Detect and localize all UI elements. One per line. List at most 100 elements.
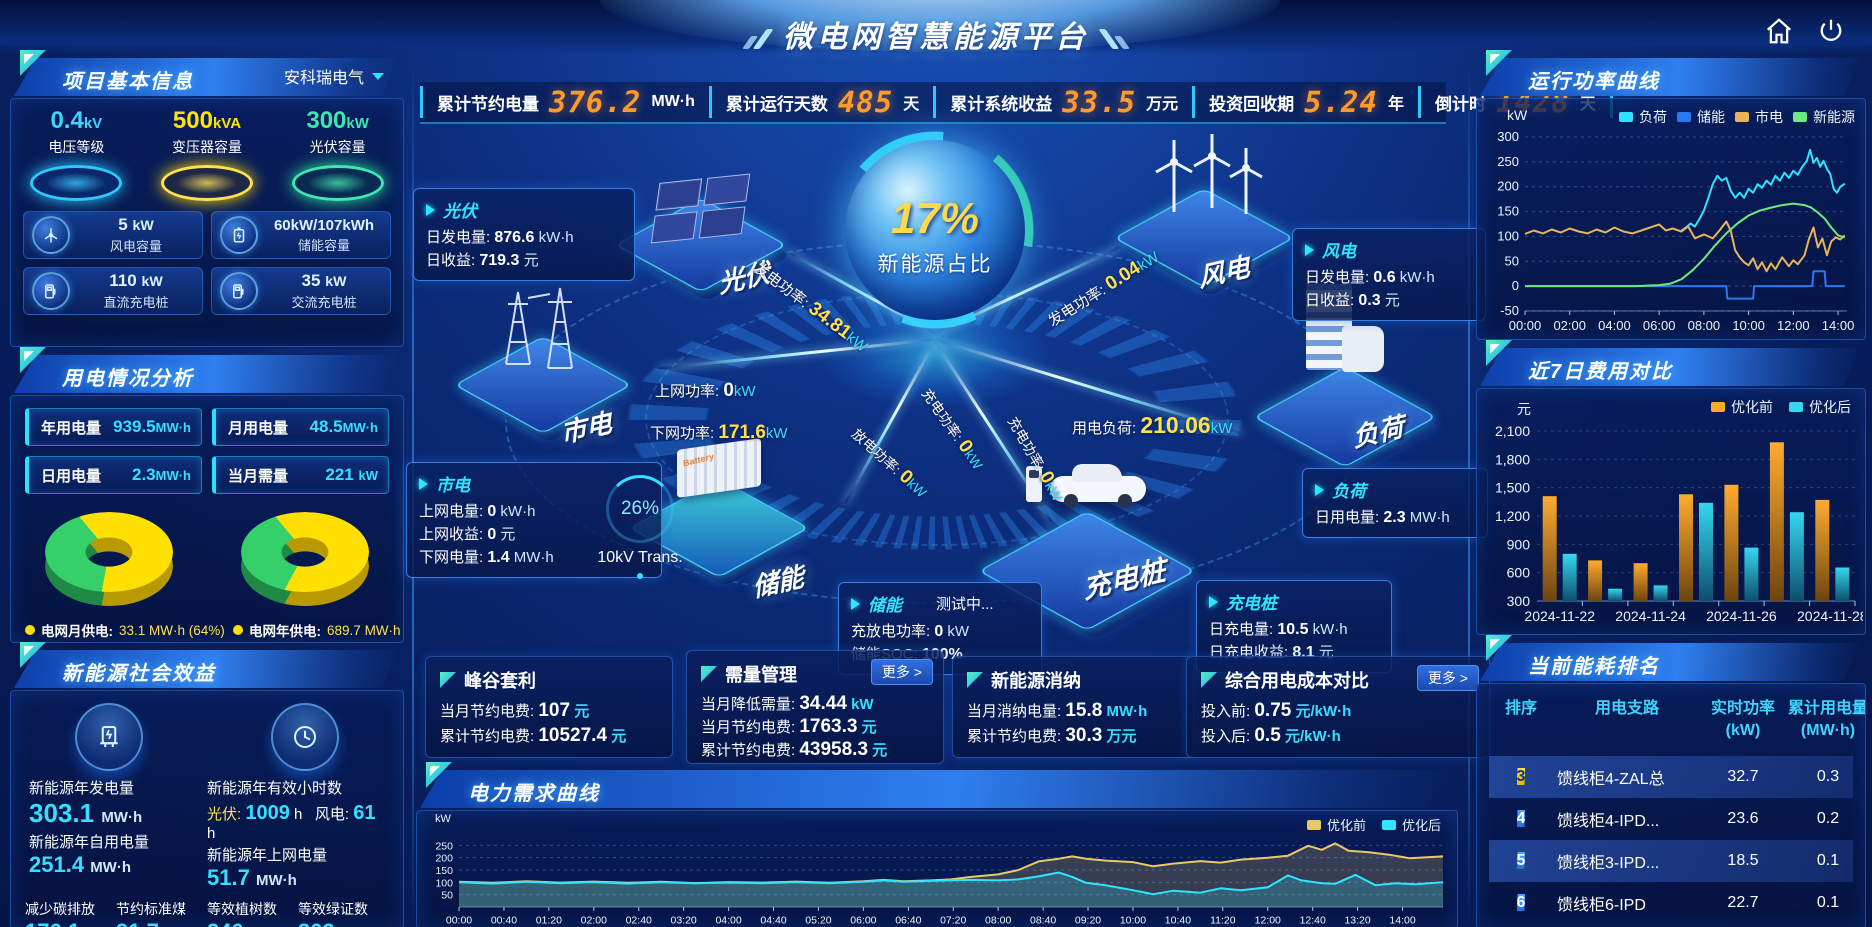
kpi-saved-energy: 累计节约电量 376.2 MW·h (420, 85, 709, 119)
power-icon[interactable] (1816, 16, 1846, 46)
ranking-table-header: 排序 用电支路 实时功率 (kW) 累计用电量 (MW·h) (1504, 700, 1866, 739)
card-ac-charger: 35 kW 交流充电桩 (211, 267, 391, 315)
card-demand-mgmt: 需量管理 更多 > 当月降低需量: 34.44 kW 当月节约电费: 1763.… (686, 650, 944, 764)
demand-unit-label: kW (435, 813, 451, 825)
svg-text:50: 50 (1505, 253, 1519, 268)
cost-more-button[interactable]: 更多 > (1416, 665, 1479, 691)
svg-text:14:00: 14:00 (1389, 915, 1415, 926)
flag-icon (967, 672, 983, 688)
legend-chip (1735, 112, 1749, 122)
legend-item-storage[interactable]: 储能 (1677, 107, 1725, 127)
load-info-card: 负荷 日用电量: 2.3 MW·h (1302, 468, 1488, 538)
legend-chip (1793, 112, 1807, 122)
svg-text:200: 200 (1497, 179, 1519, 194)
chevron-right-icon (419, 477, 428, 490)
panel-project-info: 0.4kV 电压等级 500kVA 变压器容量 300kW 光伏容量 5 kW 风… (10, 98, 404, 347)
solar-panel-icon (655, 178, 703, 211)
svg-text:00:00: 00:00 (446, 915, 472, 926)
panel-benefit-header: 新能源社会效益 (14, 642, 398, 688)
svg-text:06:00: 06:00 (850, 915, 876, 926)
svg-text:00:40: 00:40 (491, 915, 517, 926)
legend-chip (1306, 819, 1321, 830)
renewable-share-value: 17% (890, 194, 980, 243)
legend-item-renewable[interactable]: 新能源 (1793, 107, 1855, 127)
table-row: 6 馈线柜6-IPD 22.7 0.1 (1516, 894, 1840, 914)
panel-ranking: 排序 用电支路 实时功率 (kW) 累计用电量 (MW·h) 3 馈线柜4-ZAL总… (1476, 683, 1866, 927)
kpi-payback-period: 投资回收期 5.24 年 (1192, 85, 1418, 119)
energy-plate-icon (75, 703, 143, 771)
stat-day-usage: 日用电量 2.3MW·h (25, 456, 202, 494)
panel-cost-header: 近7日费用对比 (1480, 340, 1860, 386)
svg-text:00:00: 00:00 (1509, 318, 1542, 333)
power-towers-icon (505, 287, 573, 369)
svg-text:12:40: 12:40 (1300, 915, 1326, 926)
svg-text:1,800: 1,800 (1495, 451, 1530, 467)
legend-item-after[interactable]: 优化后 (1789, 397, 1851, 417)
svg-text:06:00: 06:00 (1643, 318, 1676, 333)
spotlight-transformer: 500kVA 变压器容量 (148, 107, 266, 201)
panel-usage-title: 用电情况分析 (62, 368, 194, 390)
cost-unit-label: 元 (1517, 401, 1531, 417)
table-row: 5 馈线柜3-IPD... 18.5 0.1 (1489, 840, 1853, 882)
svg-text:09:20: 09:20 (1075, 915, 1101, 926)
panel-benefit-title: 新能源社会效益 (62, 663, 216, 685)
panel-cost: 元 优化前 优化后 2,100 1,800 1,500 1,200 900 600 300 2… (1476, 388, 1866, 635)
table-row: 3 馈线柜4-ZAL总 32.7 0.3 (1489, 756, 1853, 798)
legend-item-before[interactable]: 优化前 (1306, 815, 1366, 834)
wind-info-card: 风电 日发电量: 0.6 kW·h 日收益: 0.3 元 (1292, 228, 1486, 321)
svg-text:250: 250 (435, 840, 453, 852)
legend-item-after[interactable]: 优化后 (1381, 815, 1441, 834)
panel-project-info-title: 项目基本信息 (62, 71, 194, 93)
benefit-co2: 减少碳排放176.1 t (25, 901, 95, 927)
chevron-right-icon (851, 597, 860, 610)
svg-text:300: 300 (1497, 129, 1519, 144)
svg-text:08:40: 08:40 (1030, 915, 1056, 926)
svg-text:1,500: 1,500 (1495, 480, 1530, 496)
legend-grid-month: 电网月供电: 33.1 MW·h (64%) (25, 620, 227, 640)
legend-chip (1619, 112, 1633, 122)
svg-text:10:00: 10:00 (1120, 915, 1146, 926)
svg-text:13:20: 13:20 (1344, 915, 1370, 926)
card-wind-capacity: 5 kW 风电容量 (23, 211, 203, 259)
svg-text:05:20: 05:20 (805, 915, 831, 926)
donut-year-energy (241, 512, 369, 608)
legend-chip (1677, 112, 1691, 122)
svg-text:150: 150 (1497, 204, 1519, 219)
svg-text:2024-11-26: 2024-11-26 (1706, 608, 1777, 624)
panel-ranking-header: 当前能耗排名 (1480, 635, 1860, 681)
kpi-bar: 累计节约电量 376.2 MW·h 累计运行天数 485 天 累计系统收益 33.5 万元 … (420, 82, 1613, 124)
demand-legend: 优化前 优化后 (1306, 815, 1441, 834)
flow-load: 用电负荷: 210.06kW (1072, 412, 1233, 438)
home-icon[interactable] (1764, 16, 1794, 46)
svg-text:100: 100 (435, 877, 453, 889)
svg-text:08:00: 08:00 (985, 915, 1011, 926)
demand-more-button[interactable]: 更多 > (870, 659, 933, 685)
chevron-right-icon (1315, 483, 1324, 496)
card-dc-charger: 110 kW 直流充电桩 (23, 267, 203, 315)
svg-text:10:40: 10:40 (1165, 915, 1191, 926)
flag-icon (1201, 672, 1217, 688)
svg-text:1,200: 1,200 (1495, 508, 1530, 524)
card-renewable-consume: 新能源消纳 当月消纳电量: 15.8 MW·h 累计节约电费: 30.3 万元 (952, 656, 1194, 758)
flow-grid-up: 上网功率: 0kW (655, 380, 756, 401)
svg-text:2,100: 2,100 (1495, 423, 1530, 439)
cost-legend: 优化前 优化后 (1711, 397, 1851, 417)
panel-power: kW 负荷 储能 市电 新能源 300 250 200 150 100 50 0 -50 00:… (1476, 98, 1866, 340)
panel-demand-header: 电力需求曲线 (420, 762, 1444, 808)
panel-demand: kW 优化前 优化后 250 200 150 100 50 00:00 00:40 01:20… (416, 810, 1458, 927)
svg-text:02:40: 02:40 (626, 915, 652, 926)
legend-item-grid[interactable]: 市电 (1735, 107, 1783, 127)
table-row: 4 馈线柜4-IPD... 23.6 0.2 (1516, 810, 1840, 830)
chevron-down-icon (372, 72, 384, 80)
charger-post-icon (1026, 466, 1042, 502)
battery-icon (220, 216, 258, 254)
company-select[interactable]: 安科瑞电气 (284, 64, 384, 88)
benefit-hours: 新能源年有效小时数 光伏: 1009 h 风电: 61 h 新能源年上网电量 5… (207, 780, 376, 890)
ev-charger-icon (32, 272, 70, 310)
benefit-gen: 新能源年发电量 303.1 MW·h 新能源年自用电量 251.4 MW·h (29, 780, 150, 877)
legend-item-before[interactable]: 优化前 (1711, 397, 1773, 417)
card-storage-capacity: 60kW/107kWh 储能容量 (211, 211, 391, 259)
legend-item-load[interactable]: 负荷 (1619, 107, 1667, 127)
chevron-right-icon (1305, 243, 1314, 256)
